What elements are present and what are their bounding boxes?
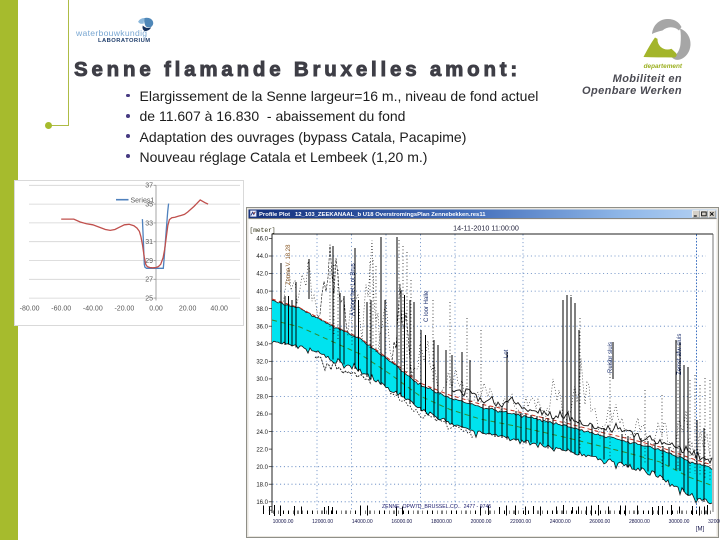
svg-text:38.0: 38.0 (256, 307, 268, 313)
svg-text:C loor Halle: C loor Halle (424, 290, 430, 322)
svg-text:14-11-2010 11:00:00: 14-11-2010 11:00:00 (453, 224, 519, 233)
svg-text:Zemst afw sluis: Zemst afw sluis (677, 334, 683, 375)
svg-text:22000.00: 22000.00 (510, 519, 531, 525)
svg-text:34.0: 34.0 (256, 342, 268, 348)
svg-text:27: 27 (145, 277, 153, 284)
svg-text:32.0: 32.0 (256, 360, 268, 366)
svg-text:20000.00: 20000.00 (471, 519, 492, 525)
svg-text:-60.00: -60.00 (51, 306, 71, 313)
svg-text:26.0: 26.0 (256, 412, 268, 418)
svg-text:24.0: 24.0 (256, 430, 268, 436)
svg-text:16.0: 16.0 (256, 500, 268, 506)
svg-text:35: 35 (145, 202, 153, 209)
svg-text:24000.00: 24000.00 (550, 519, 571, 525)
svg-text:12000.00: 12000.00 (312, 519, 333, 525)
svg-text:Profile Plot 12_103_ZEEKANAA: Profile Plot 12_103_ZEEKANAAL_b U18 Over… (259, 212, 486, 218)
svg-text:29: 29 (145, 258, 153, 265)
svg-text:Lot: Lot (504, 349, 510, 358)
svg-text:28000.00: 28000.00 (629, 519, 650, 525)
svg-text:10000.00: 10000.00 (273, 519, 294, 525)
svg-text:25: 25 (145, 296, 153, 303)
svg-text:28.0: 28.0 (256, 395, 268, 401)
svg-text:Zenne V. 18.28: Zenne V. 18.28 (286, 244, 292, 285)
svg-text:0.00: 0.00 (149, 306, 163, 313)
svg-text:Ruisbr sluis: Ruisbr sluis (608, 342, 614, 373)
svg-text:-20.00: -20.00 (114, 306, 134, 313)
svg-text:16000.00: 16000.00 (391, 519, 412, 525)
svg-text:30.0: 30.0 (256, 377, 268, 383)
svg-text:37: 37 (145, 183, 153, 190)
svg-text:ZENNE_OPW7D_BRUSSEL.CO.. 2477: ZENNE_OPW7D_BRUSSEL.CO.. 2477 - 9745 (382, 504, 491, 510)
svg-text:36.0: 36.0 (256, 324, 268, 330)
svg-text:20.00: 20.00 (179, 306, 197, 313)
svg-text:18000.00: 18000.00 (431, 519, 452, 525)
svg-text:26000.00: 26000.00 (589, 519, 610, 525)
svg-text:A voort het Lot Brus: A voort het Lot Brus (351, 263, 357, 316)
svg-text:[M]: [M] (696, 527, 705, 533)
svg-text:18.0: 18.0 (256, 482, 268, 488)
svg-text:14000.00: 14000.00 (352, 519, 373, 525)
svg-text:33: 33 (145, 220, 153, 227)
svg-text:Series1: Series1 (131, 197, 155, 204)
svg-text:44.0: 44.0 (256, 254, 268, 260)
svg-text:22.0: 22.0 (256, 447, 268, 453)
svg-text:40.0: 40.0 (256, 289, 268, 295)
svg-text:40.00: 40.00 (210, 306, 228, 313)
svg-text:20.0: 20.0 (256, 465, 268, 471)
svg-text:-80.00: -80.00 (20, 306, 40, 313)
svg-text:-40.00: -40.00 (83, 306, 103, 313)
svg-text:31: 31 (145, 239, 153, 246)
svg-text:32000.00: 32000.00 (708, 519, 720, 525)
svg-text:42.0: 42.0 (256, 272, 268, 278)
svg-text:46.0: 46.0 (256, 237, 268, 243)
svg-text:[meter]: [meter] (250, 227, 276, 234)
svg-text:30000.00: 30000.00 (669, 519, 690, 525)
